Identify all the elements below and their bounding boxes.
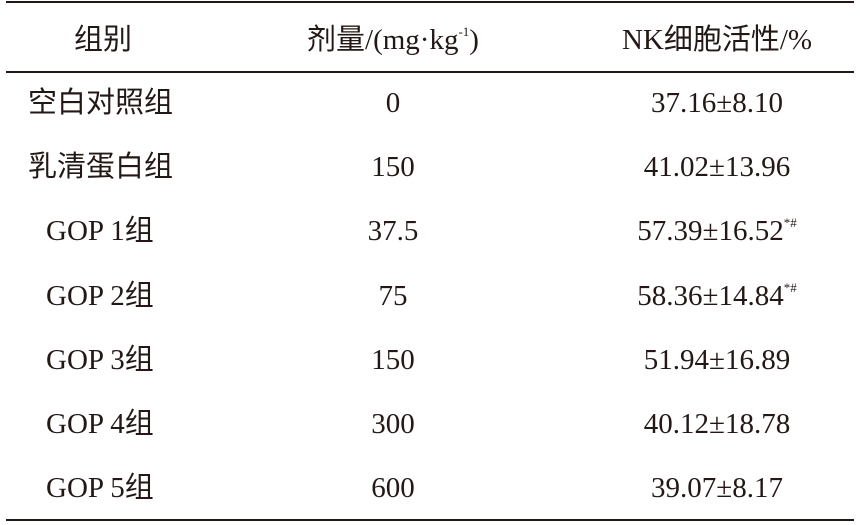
activity-cell: 58.36±14.84*# <box>567 276 860 316</box>
activity-cell: 39.07±8.17 <box>567 468 860 508</box>
activity-value: 39.07±8.17 <box>651 472 783 505</box>
bottom-rule <box>6 519 854 521</box>
group-cell: GOP 1组 <box>46 215 154 248</box>
activity-cell: 41.02±13.96 <box>567 147 860 187</box>
top-rule <box>6 1 854 3</box>
activity-value: 41.02±13.96 <box>643 151 791 184</box>
dose-cell: 150 <box>371 343 415 376</box>
significance-mark: *# <box>783 279 797 295</box>
header-activity: NK细胞活性/% <box>621 24 813 56</box>
dose-exponent: -1 <box>458 24 470 39</box>
activity-cell: 40.12±18.78 <box>567 404 860 444</box>
group-cell: GOP 2组 <box>46 279 154 312</box>
activity-value: 58.36±14.84 <box>637 279 784 312</box>
dose-cell: 0 <box>385 87 401 119</box>
header-dose: 剂量/(mg·kg-1) <box>293 20 493 60</box>
activity-value: 57.39±16.52 <box>637 215 784 248</box>
group-cell: GOP 5组 <box>46 472 154 505</box>
dose-label: 剂量/(mg·kg <box>307 24 459 56</box>
group-cell: 空白对照组 <box>28 87 174 119</box>
dose-cell: 150 <box>371 151 415 184</box>
header-group: 组别 <box>74 24 133 56</box>
activity-value: 40.12±18.78 <box>643 408 791 440</box>
activity-cell: 37.16±8.10 <box>567 83 860 123</box>
dose-close: ) <box>469 24 479 56</box>
group-cell: GOP 4组 <box>46 408 154 440</box>
significance-mark: *# <box>783 215 797 231</box>
group-cell: 乳清蛋白组 <box>28 151 174 184</box>
activity-value: 51.94±16.89 <box>643 343 791 376</box>
group-cell: GOP 3组 <box>46 343 154 376</box>
dose-cell: 300 <box>371 408 415 440</box>
dose-cell: 600 <box>371 472 415 505</box>
activity-cell: 51.94±16.89 <box>567 340 860 380</box>
activity-cell: 57.39±16.52*# <box>567 211 860 251</box>
header-rule <box>6 71 854 73</box>
dose-cell: 75 <box>378 279 408 312</box>
dose-cell: 37.5 <box>367 215 419 248</box>
activity-value: 37.16±8.10 <box>651 87 783 119</box>
